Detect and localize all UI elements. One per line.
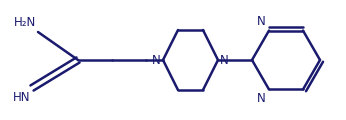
Text: N: N <box>257 92 266 105</box>
Text: N: N <box>257 15 266 28</box>
Text: HN: HN <box>12 91 30 104</box>
Text: N: N <box>220 54 229 66</box>
Text: H₂N: H₂N <box>14 16 36 29</box>
Text: N: N <box>152 54 161 66</box>
